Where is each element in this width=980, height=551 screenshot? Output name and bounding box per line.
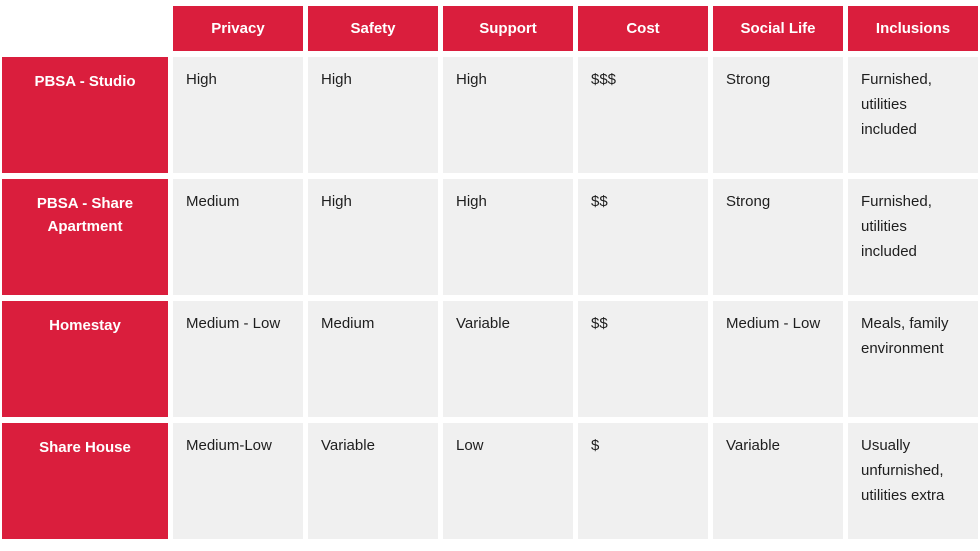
table-cell: Furnished, utilities included (848, 179, 978, 295)
table-cell: Strong (713, 57, 843, 173)
row-header-pbsa-studio: PBSA - Studio (2, 57, 168, 173)
table-cell: Meals, family environment (848, 301, 978, 417)
column-header-inclusions: Inclusions (848, 6, 978, 51)
table-cell: $$$ (578, 57, 708, 173)
table-cell: $$ (578, 179, 708, 295)
table-cell: Variable (713, 423, 843, 539)
table-cell: Usually unfurnished, utilities extra (848, 423, 978, 539)
column-header-privacy: Privacy (173, 6, 303, 51)
table-cell: Variable (308, 423, 438, 539)
table-cell: Medium - Low (173, 301, 303, 417)
row-header-pbsa-share-apartment: PBSA - Share Apartment (2, 179, 168, 295)
table-cell: Medium (173, 179, 303, 295)
corner-cell (2, 6, 168, 51)
table-cell: High (443, 57, 573, 173)
table-cell: High (173, 57, 303, 173)
table-cell: Medium - Low (713, 301, 843, 417)
column-header-cost: Cost (578, 6, 708, 51)
row-header-homestay: Homestay (2, 301, 168, 417)
table-cell: Strong (713, 179, 843, 295)
row-header-share-house: Share House (2, 423, 168, 539)
table-cell: $$ (578, 301, 708, 417)
table-cell: Variable (443, 301, 573, 417)
table-cell: $ (578, 423, 708, 539)
table-cell: Low (443, 423, 573, 539)
table-cell: High (443, 179, 573, 295)
table-cell: Medium-Low (173, 423, 303, 539)
column-header-support: Support (443, 6, 573, 51)
table-cell: High (308, 179, 438, 295)
column-header-safety: Safety (308, 6, 438, 51)
table-cell: Medium (308, 301, 438, 417)
column-header-social-life: Social Life (713, 6, 843, 51)
table-cell: High (308, 57, 438, 173)
table-cell: Furnished, utilities included (848, 57, 978, 173)
